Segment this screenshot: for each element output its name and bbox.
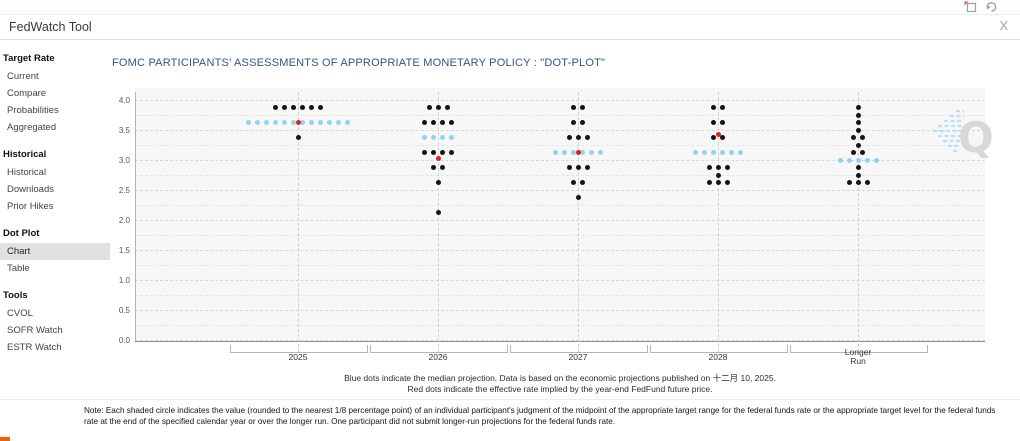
sidebar-item-aggregated[interactable]: Aggregated xyxy=(7,122,57,133)
x-axis-bracket xyxy=(790,345,928,353)
sidebar-section-historical: Historical xyxy=(3,149,47,160)
footnote: Note: Each shaded circle indicates the v… xyxy=(84,406,996,426)
x-axis-group-label: 2028 xyxy=(708,352,728,362)
sidebar-item-prior-hikes[interactable]: Prior Hikes xyxy=(7,201,54,212)
plot-area xyxy=(135,88,985,341)
scrollbar-thumb[interactable] xyxy=(0,437,10,441)
app-title: FedWatch Tool xyxy=(9,20,92,34)
x-axis-bracket xyxy=(370,345,508,353)
sidebar-item-estr-watch[interactable]: ESTR Watch xyxy=(7,342,62,353)
caption-line-2: Red dots indicate the effective rate imp… xyxy=(407,383,713,394)
sidebar: Target Rate Current Compare Probabilities Ag… xyxy=(0,40,110,356)
x-axis-group-label: Longer Run xyxy=(844,347,872,366)
sidebar-item-chart[interactable]: Chart xyxy=(0,243,110,260)
caption-line-1: Blue dots indicate the median projection… xyxy=(344,373,776,383)
sidebar-item-historical[interactable]: Historical xyxy=(7,167,47,178)
sidebar-item-compare[interactable]: Compare xyxy=(7,88,47,99)
refresh-icon[interactable] xyxy=(985,1,998,13)
x-axis-bracket xyxy=(510,345,648,353)
x-axis-group-label: 2025 xyxy=(288,352,308,362)
quikstrike-watermark-icon: Q xyxy=(933,109,994,162)
sidebar-item-probabilities[interactable]: Probabilities xyxy=(7,105,59,116)
export-icon[interactable] xyxy=(964,1,977,13)
tool-header: FedWatch Tool X xyxy=(0,15,1020,40)
sidebar-section-target-rate: Target Rate xyxy=(3,53,55,64)
chart-title: FOMC PARTICIPANTS' ASSESSMENTS OF APPROP… xyxy=(112,57,606,69)
x-axis-bracket xyxy=(650,345,788,353)
top-toolbar xyxy=(0,0,1020,15)
close-icon[interactable]: X xyxy=(999,18,1008,33)
sidebar-section-dot-plot: Dot Plot xyxy=(3,228,40,239)
x-axis-group-label: 2026 xyxy=(428,352,448,362)
sidebar-item-downloads[interactable]: Downloads xyxy=(7,184,54,195)
sidebar-item-sofr-watch[interactable]: SOFR Watch xyxy=(7,325,63,336)
x-axis-line xyxy=(135,341,985,342)
svg-text:Q: Q xyxy=(958,113,994,162)
sidebar-item-table[interactable]: Table xyxy=(7,263,30,274)
sidebar-section-tools: Tools xyxy=(3,290,28,301)
x-axis-group-label: 2027 xyxy=(568,352,588,362)
sidebar-item-current[interactable]: Current xyxy=(7,71,39,82)
sidebar-item-cvol[interactable]: CVOL xyxy=(7,308,33,319)
chart-caption: Blue dots indicate the median projection… xyxy=(135,373,985,394)
x-axis-bracket xyxy=(230,345,368,353)
footer-divider xyxy=(0,399,1020,400)
